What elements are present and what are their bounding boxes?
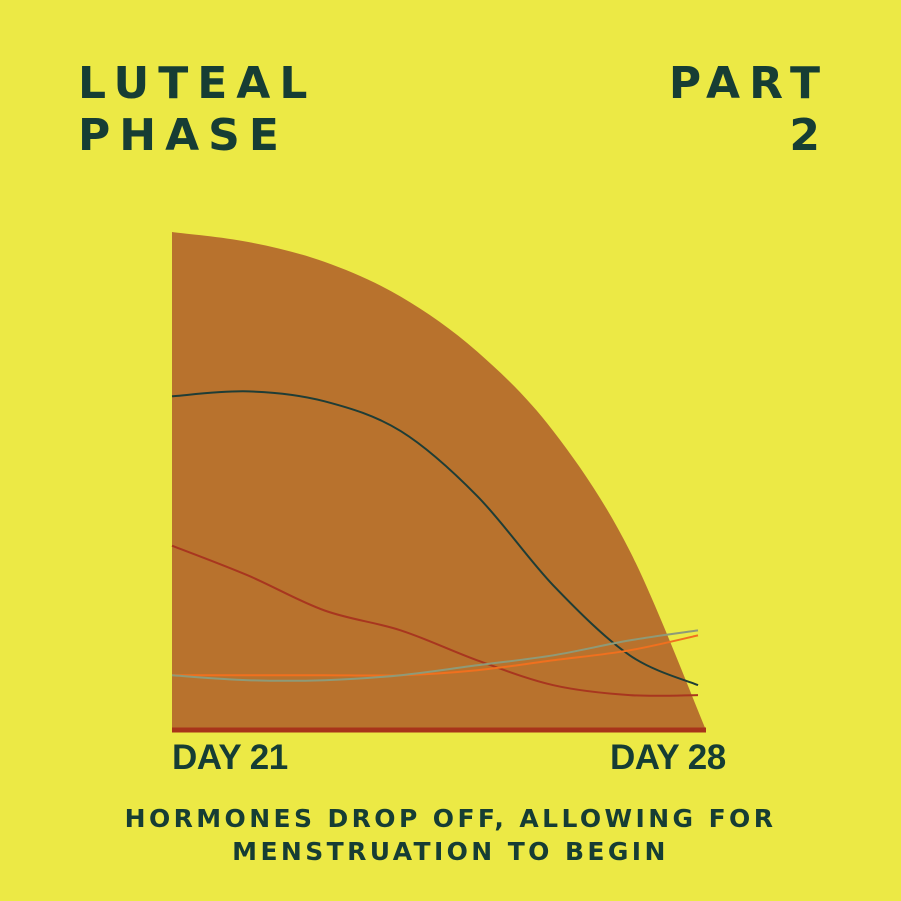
x-tick-label-day-28: DAY 28 bbox=[610, 738, 726, 777]
caption-line-1: HORMONES DROP OFF, ALLOWING FOR bbox=[124, 804, 777, 833]
chart-title: LUTEAL PHASE bbox=[78, 58, 316, 162]
part-line-2: 2 bbox=[789, 110, 829, 161]
title-line-1: LUTEAL bbox=[78, 58, 317, 109]
caption: HORMONES DROP OFF, ALLOWING FOR MENSTRUA… bbox=[0, 802, 901, 868]
part-label: PART 2 bbox=[669, 58, 829, 162]
caption-line-2: MENSTRUATION TO BEGIN bbox=[232, 837, 669, 866]
series-line-2 bbox=[171, 544, 699, 697]
series-line-1 bbox=[171, 390, 699, 687]
title-line-2: PHASE bbox=[78, 110, 288, 161]
series-line-3 bbox=[172, 634, 699, 677]
part-line-1: PART bbox=[668, 58, 829, 109]
envelope-area bbox=[172, 232, 706, 730]
x-tick-label-day-21: DAY 21 bbox=[172, 738, 288, 777]
series-line-4 bbox=[171, 629, 699, 682]
